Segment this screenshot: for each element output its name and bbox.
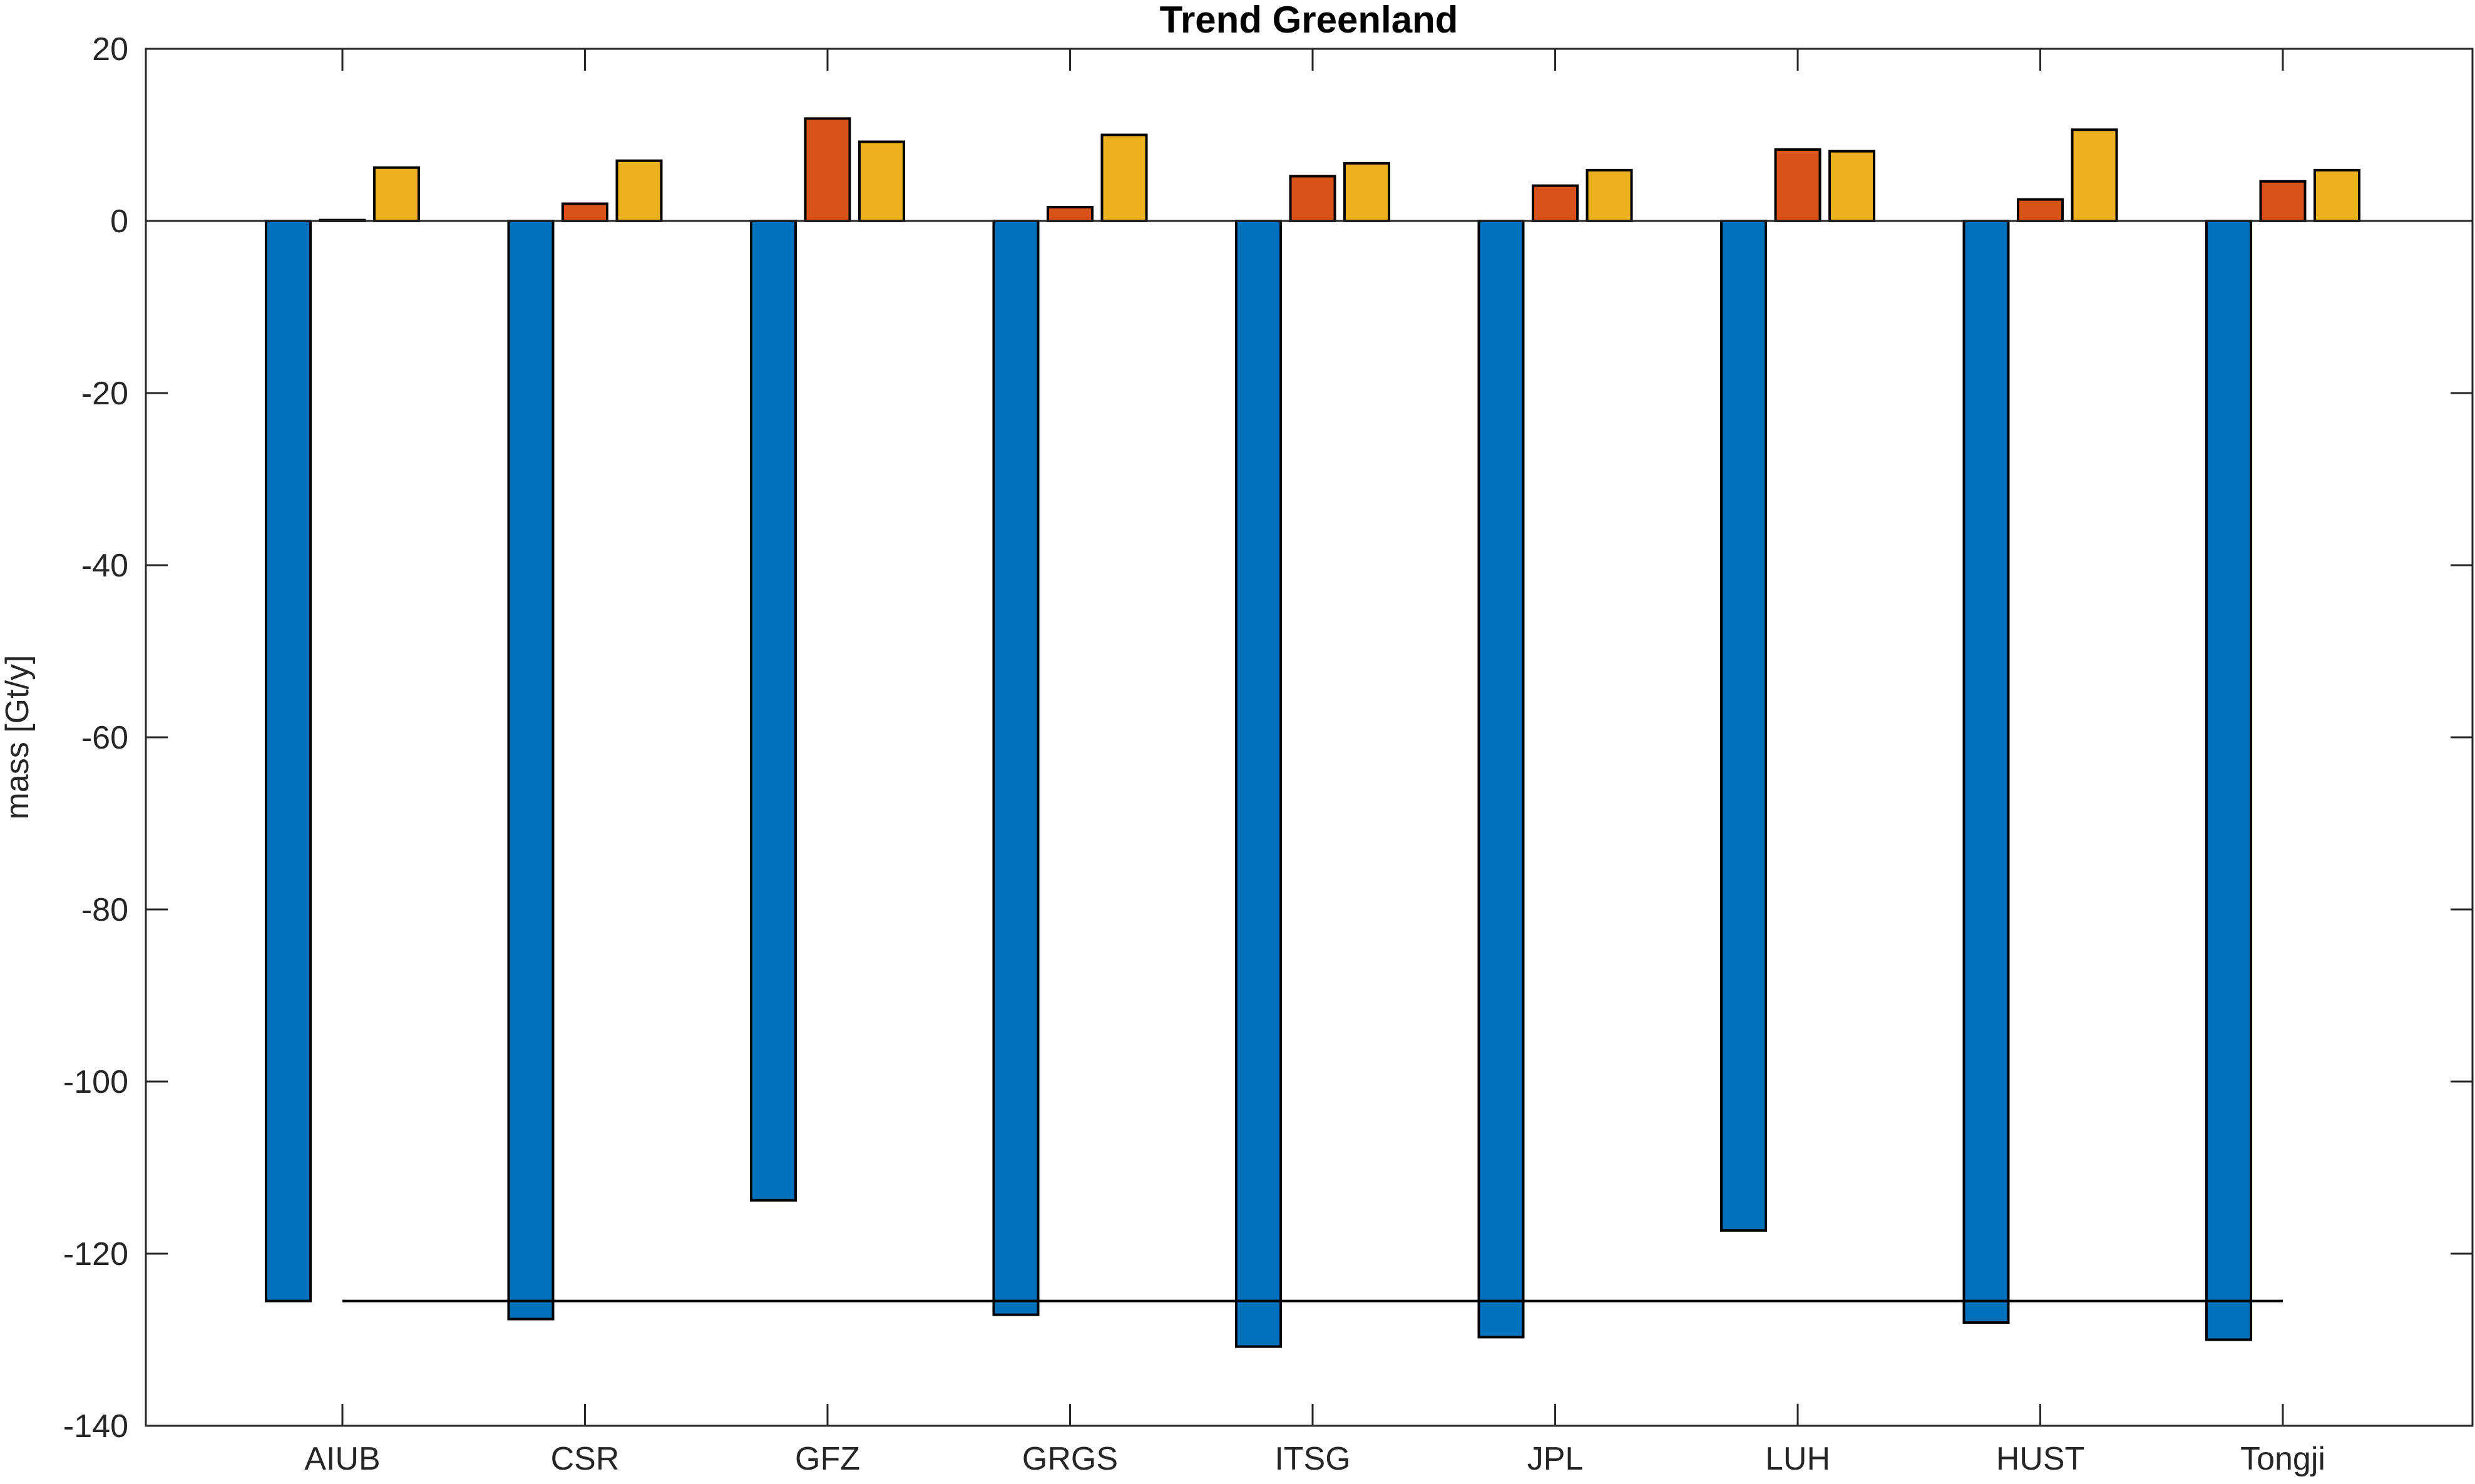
bar-yellow-series-HUST [2071, 128, 2118, 222]
y-tick-label: -40 [81, 548, 128, 584]
bar-orange-series-GFZ [804, 117, 851, 222]
y-tick-label: 0 [110, 203, 128, 240]
bar-blue-series-CSR [507, 220, 555, 1321]
bar-blue-series-HUST [1962, 220, 2010, 1324]
y-tick-label: -120 [63, 1236, 128, 1272]
bar-blue-series-ITSG [1235, 220, 1282, 1348]
x-tick-label: ITSG [1274, 1441, 1350, 1477]
bar-orange-series-ITSG [1289, 175, 1336, 222]
bar-yellow-series-GRGS [1100, 133, 1148, 222]
y-tick-label: -20 [81, 376, 128, 412]
chart-title: Trend Greenland [1160, 0, 1458, 41]
bar-yellow-series-GFZ [858, 140, 905, 222]
x-tick-label: JPL [1527, 1441, 1584, 1477]
bar-blue-series-LUH [1720, 220, 1767, 1232]
bar-orange-series-LUH [1774, 148, 1822, 222]
bar-yellow-series-LUH [1828, 150, 1875, 222]
x-tick-label: Tongji [2240, 1441, 2325, 1477]
bar-orange-series-GRGS [1047, 206, 1094, 222]
bar-blue-series-GFZ [750, 220, 797, 1202]
y-tick-label: -60 [81, 720, 128, 756]
x-tick-label: GRGS [1022, 1441, 1118, 1477]
bar-blue-series-JPL [1477, 220, 1525, 1339]
x-tick-label: LUH [1765, 1441, 1830, 1477]
bar-yellow-series-CSR [615, 159, 663, 222]
x-tick-label: HUST [1996, 1441, 2085, 1477]
bar-orange-series-HUST [2017, 198, 2064, 222]
y-tick-label: -140 [63, 1408, 128, 1445]
bar-orange-series-CSR [561, 202, 608, 222]
x-tick-label: AIUB [304, 1441, 380, 1477]
bar-yellow-series-ITSG [1343, 161, 1390, 222]
y-tick-label: 20 [92, 31, 128, 68]
y-tick-label: -100 [63, 1064, 128, 1100]
bar-blue-series-Tongji [2205, 220, 2252, 1341]
bar-orange-series-JPL [1532, 184, 1579, 222]
y-tick-label: -80 [81, 892, 128, 928]
x-tick-label: CSR [551, 1441, 620, 1477]
bar-blue-series-GRGS [992, 220, 1040, 1316]
bar-yellow-series-JPL [1586, 168, 1633, 222]
bar-blue-series-AIUB [265, 220, 312, 1302]
axes-box [145, 48, 2474, 1427]
bar-orange-series-Tongji [2259, 180, 2307, 222]
bar-yellow-series-AIUB [373, 166, 420, 222]
y-axis-label: mass [Gt/y] [0, 655, 36, 820]
bar-yellow-series-Tongji [2314, 168, 2360, 222]
x-tick-label: GFZ [795, 1441, 860, 1477]
